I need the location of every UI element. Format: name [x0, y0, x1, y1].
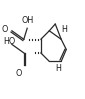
Text: OH: OH — [22, 16, 34, 25]
Text: HO: HO — [3, 37, 16, 46]
Text: H: H — [61, 25, 67, 34]
Text: O: O — [2, 25, 8, 34]
Text: O: O — [15, 69, 22, 78]
Text: H: H — [55, 64, 61, 73]
